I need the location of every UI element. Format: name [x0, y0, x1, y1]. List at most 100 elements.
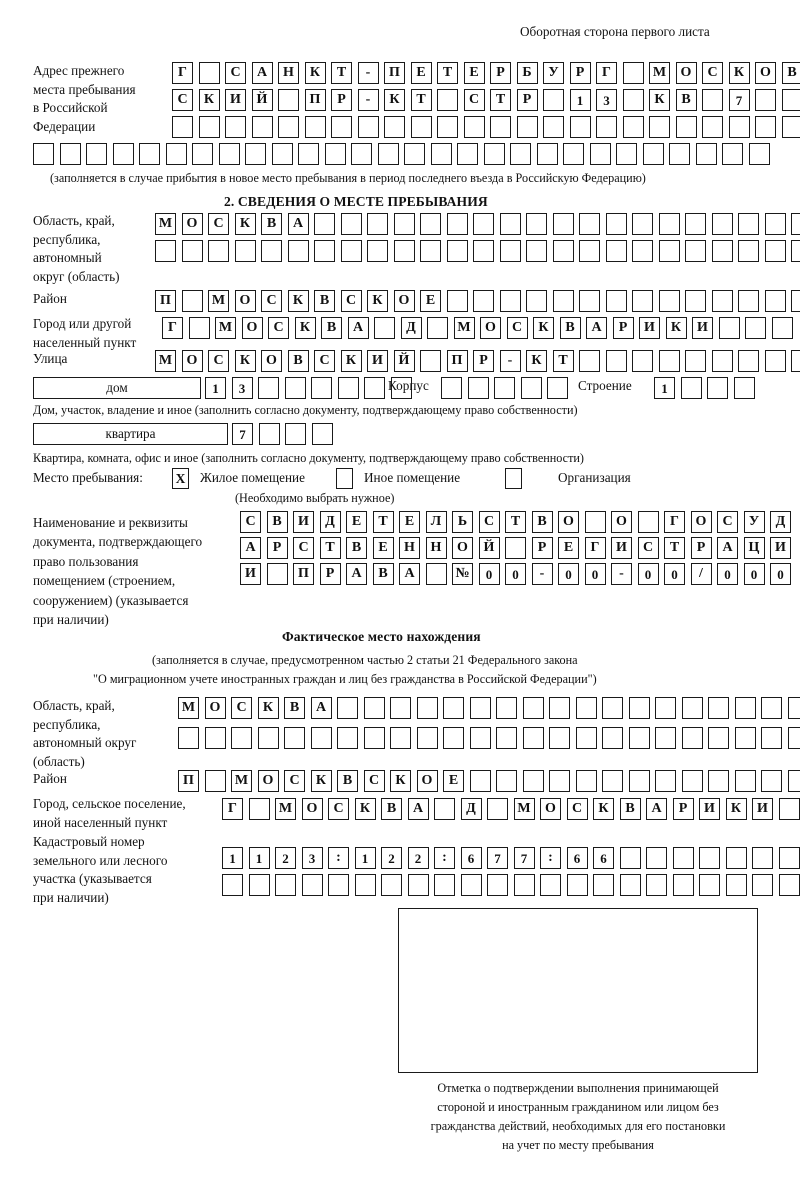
- form-cell[interactable]: [393, 240, 415, 262]
- form-cell[interactable]: [602, 697, 623, 719]
- form-cell[interactable]: [547, 377, 568, 399]
- form-cell[interactable]: Т: [372, 511, 394, 533]
- form-cell[interactable]: [593, 874, 614, 896]
- form-cell[interactable]: [658, 290, 680, 312]
- form-cell[interactable]: Ь: [452, 511, 473, 533]
- form-cell[interactable]: [725, 847, 747, 869]
- form-cell[interactable]: [526, 213, 547, 235]
- form-cell[interactable]: [248, 874, 270, 896]
- form-cell[interactable]: [711, 290, 733, 312]
- form-cell[interactable]: [552, 240, 574, 262]
- form-cell[interactable]: 7: [513, 847, 535, 869]
- korpus-cells[interactable]: [441, 377, 568, 399]
- form-cell[interactable]: [416, 727, 438, 749]
- form-cell[interactable]: 0: [584, 563, 606, 585]
- form-cell[interactable]: [605, 350, 627, 372]
- form-cell[interactable]: [622, 62, 644, 84]
- form-cell[interactable]: [605, 213, 627, 235]
- form-cell[interactable]: [393, 213, 415, 235]
- form-cell[interactable]: [711, 213, 733, 235]
- form-cell[interactable]: [589, 143, 611, 165]
- form-cell[interactable]: [725, 874, 747, 896]
- form-cell[interactable]: [437, 116, 458, 138]
- form-cell[interactable]: [165, 143, 187, 165]
- form-cell[interactable]: С: [208, 213, 229, 235]
- form-cell[interactable]: [384, 116, 405, 138]
- form-cell[interactable]: 1: [569, 89, 591, 111]
- form-cell[interactable]: С: [566, 798, 588, 820]
- form-cell[interactable]: В: [619, 798, 641, 820]
- form-cell[interactable]: [738, 240, 759, 262]
- form-cell[interactable]: В: [261, 213, 282, 235]
- form-cell[interactable]: [155, 240, 176, 262]
- form-cell[interactable]: К: [526, 350, 547, 372]
- form-cell[interactable]: [510, 143, 531, 165]
- prev-address-row-wide[interactable]: [33, 143, 770, 165]
- form-cell[interactable]: [496, 770, 517, 792]
- form-cell[interactable]: [549, 770, 570, 792]
- form-cell[interactable]: [632, 240, 653, 262]
- form-cell[interactable]: [708, 770, 729, 792]
- form-cell[interactable]: О: [301, 798, 323, 820]
- form-cell[interactable]: [685, 240, 706, 262]
- checkbox-organizaciya[interactable]: [505, 468, 522, 489]
- form-cell[interactable]: Р: [672, 798, 694, 820]
- form-cell[interactable]: И: [692, 317, 713, 339]
- form-cell[interactable]: О: [234, 290, 256, 312]
- form-cell[interactable]: [340, 240, 362, 262]
- form-cell[interactable]: -: [499, 350, 521, 372]
- form-cell[interactable]: А: [240, 537, 261, 559]
- form-cell[interactable]: [734, 770, 756, 792]
- form-cell[interactable]: [437, 89, 458, 111]
- form-cell[interactable]: [351, 143, 372, 165]
- form-cell[interactable]: [579, 290, 600, 312]
- form-cell[interactable]: К: [310, 770, 332, 792]
- form-cell[interactable]: Е: [346, 511, 367, 533]
- form-cell[interactable]: [410, 116, 432, 138]
- form-cell[interactable]: Н: [399, 537, 420, 559]
- form-cell[interactable]: [430, 143, 452, 165]
- form-cell[interactable]: В: [337, 770, 358, 792]
- form-cell[interactable]: [672, 847, 694, 869]
- form-cell[interactable]: Д: [400, 317, 422, 339]
- form-cell[interactable]: 6: [566, 847, 588, 869]
- form-cell[interactable]: К: [234, 213, 256, 235]
- form-cell[interactable]: [505, 537, 526, 559]
- form-cell[interactable]: В: [346, 537, 367, 559]
- stay-type-option-organizaciya[interactable]: Организация: [505, 468, 631, 489]
- form-cell[interactable]: [646, 847, 667, 869]
- form-cell[interactable]: А: [310, 697, 332, 719]
- form-cell[interactable]: К: [340, 350, 362, 372]
- stay-type-option-inoe[interactable]: Иное помещение: [336, 468, 460, 489]
- form-cell[interactable]: 1: [654, 377, 675, 399]
- form-cell[interactable]: М: [453, 317, 475, 339]
- form-cell[interactable]: О: [416, 770, 438, 792]
- form-cell[interactable]: И: [611, 537, 632, 559]
- form-cell[interactable]: О: [257, 770, 279, 792]
- form-cell[interactable]: 2: [275, 847, 296, 869]
- form-cell[interactable]: Ц: [743, 537, 765, 559]
- form-cell[interactable]: 1: [248, 847, 270, 869]
- form-cell[interactable]: [708, 727, 729, 749]
- form-cell[interactable]: 0: [558, 563, 579, 585]
- form-cell[interactable]: [374, 317, 395, 339]
- form-cell[interactable]: [575, 697, 597, 719]
- form-cell[interactable]: К: [234, 350, 256, 372]
- form-cell[interactable]: Й: [393, 350, 415, 372]
- form-cell[interactable]: В: [321, 317, 342, 339]
- form-cell[interactable]: [258, 423, 280, 445]
- form-cell[interactable]: Т: [552, 350, 574, 372]
- form-cell[interactable]: [248, 798, 270, 820]
- region-row[interactable]: [155, 240, 800, 262]
- form-cell[interactable]: [390, 377, 412, 399]
- form-cell[interactable]: [469, 770, 491, 792]
- form-cell[interactable]: С: [314, 350, 335, 372]
- form-cell[interactable]: [499, 213, 521, 235]
- form-cell[interactable]: [711, 350, 733, 372]
- form-cell[interactable]: [734, 697, 756, 719]
- form-cell[interactable]: [367, 213, 388, 235]
- form-cell[interactable]: [490, 116, 511, 138]
- form-cell[interactable]: 7: [232, 423, 253, 445]
- form-cell[interactable]: [619, 847, 641, 869]
